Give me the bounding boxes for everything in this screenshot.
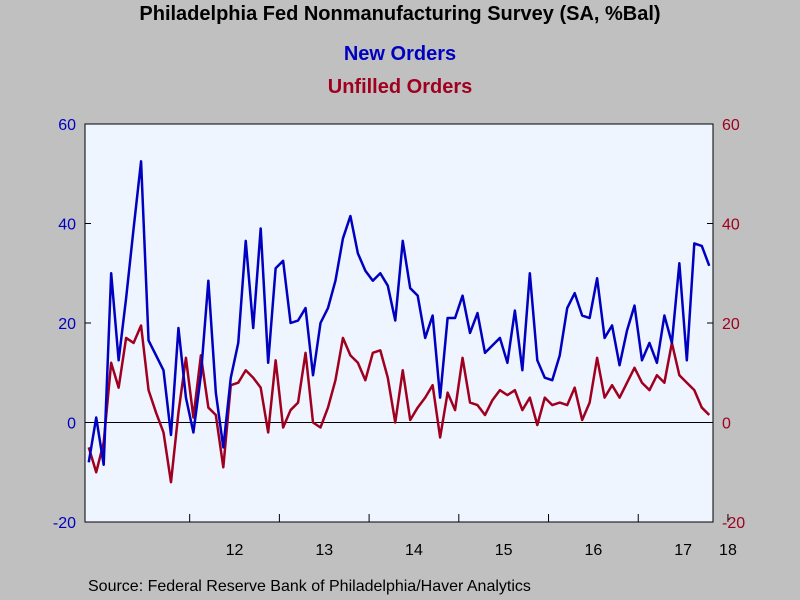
x-tick-label: 18 (719, 542, 737, 559)
x-tick-label: 16 (584, 542, 602, 559)
chart-title: Philadelphia Fed Nonmanufacturing Survey… (139, 3, 661, 25)
series-line-new-orders (87, 160, 711, 467)
y-tick-label-right: 60 (722, 117, 740, 134)
legend-new-orders: New Orders (343, 43, 457, 65)
series-line-unfilled-orders (87, 324, 711, 484)
x-tick-label: 17 (674, 542, 692, 559)
y-tick-label-left: -20 (53, 515, 76, 532)
y-tick-label-left: 0 (67, 416, 76, 433)
y-tick-label-right: 40 (722, 217, 740, 234)
y-tick-label-left: 60 (58, 117, 76, 134)
y-tick-label-left: 20 (58, 316, 76, 333)
legend-unfilled-orders: Unfilled Orders (327, 76, 473, 98)
x-tick-label: 12 (226, 542, 244, 559)
x-tick-label: 13 (315, 542, 333, 559)
y-tick-label-right: -20 (722, 515, 745, 532)
x-tick-label: 15 (495, 542, 513, 559)
y-tick-label-right: 20 (722, 316, 740, 333)
y-tick-label-left: 40 (58, 217, 76, 234)
source-note: Source: Federal Reserve Bank of Philadel… (88, 578, 531, 595)
y-tick-label-right: 0 (722, 416, 731, 433)
x-tick-label: 14 (405, 542, 423, 559)
plot-area (84, 123, 714, 523)
